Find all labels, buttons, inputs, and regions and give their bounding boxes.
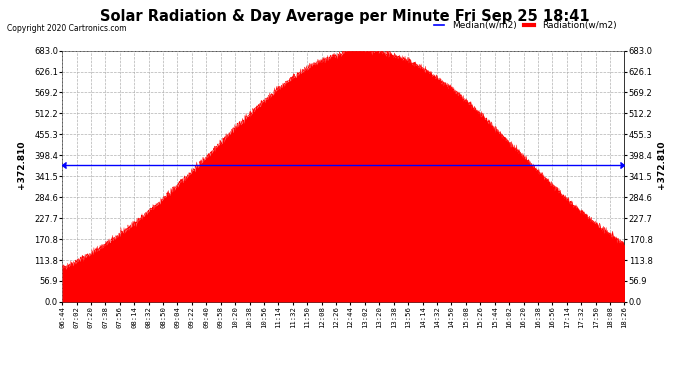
Legend: Median(w/m2), Radiation(w/m2): Median(w/m2), Radiation(w/m2) xyxy=(430,18,620,34)
Text: Copyright 2020 Cartronics.com: Copyright 2020 Cartronics.com xyxy=(7,24,126,33)
Text: Solar Radiation & Day Average per Minute Fri Sep 25 18:41: Solar Radiation & Day Average per Minute… xyxy=(100,9,590,24)
Text: +372.810: +372.810 xyxy=(656,141,665,189)
Text: +372.810: +372.810 xyxy=(17,141,26,189)
